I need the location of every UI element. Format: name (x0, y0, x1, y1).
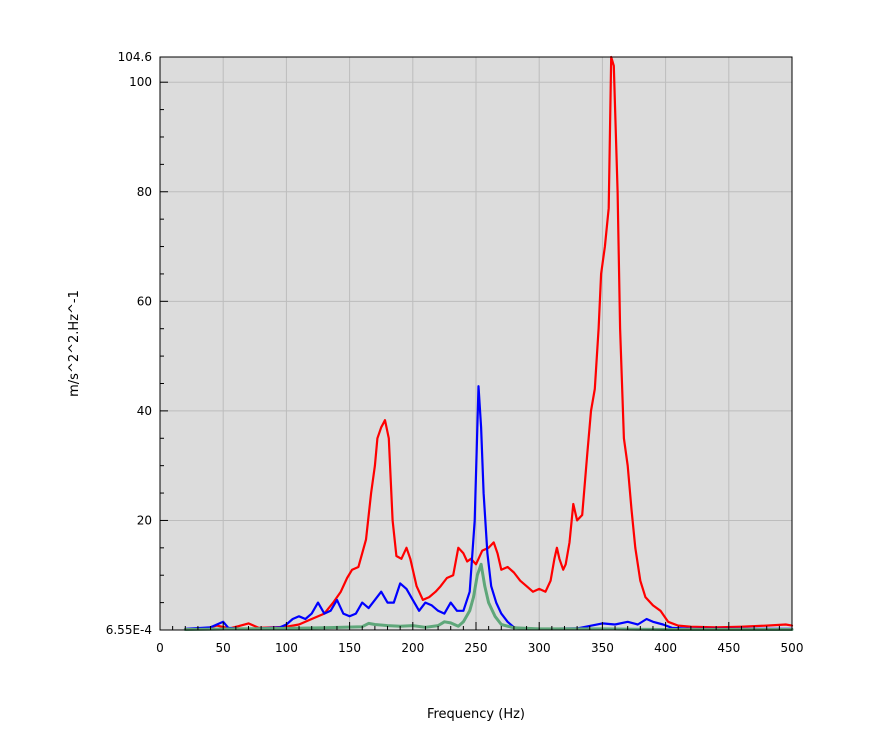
x-tick-label: 350 (591, 641, 614, 655)
x-tick-label: 100 (275, 641, 298, 655)
x-tick-label: 150 (338, 641, 361, 655)
axes: 0 50 100 150 200 250 300 350 400 450 500 6.55E-4 20 4… (106, 50, 804, 655)
series-line-3 (183, 562, 794, 631)
x-tick-label: 300 (528, 641, 551, 655)
y-tick-label: 80 (137, 185, 152, 199)
x-tick-label: 0 (156, 641, 164, 655)
x-tick-label: 400 (654, 641, 677, 655)
x-tick-label: 250 (465, 641, 488, 655)
y-tick-label: 100 (129, 75, 152, 89)
x-tick-label: 450 (717, 641, 740, 655)
y-axis-label: m/s^2^2.Hz^-1 (67, 290, 82, 397)
y-tick-label: 60 (137, 294, 152, 308)
x-axis-label: Frequency (Hz) (427, 707, 525, 722)
y-tick-label: 40 (137, 404, 152, 418)
y-tick-label: 6.55E-4 (106, 623, 152, 637)
y-tick-label: 104.6 (118, 50, 152, 64)
grid-lines (160, 57, 792, 630)
x-tick-label: 200 (401, 641, 424, 655)
x-tick-label: 50 (216, 641, 231, 655)
x-tick-label: 500 (781, 641, 804, 655)
y-tick-label: 20 (137, 513, 152, 527)
series-line-1 (203, 55, 794, 631)
